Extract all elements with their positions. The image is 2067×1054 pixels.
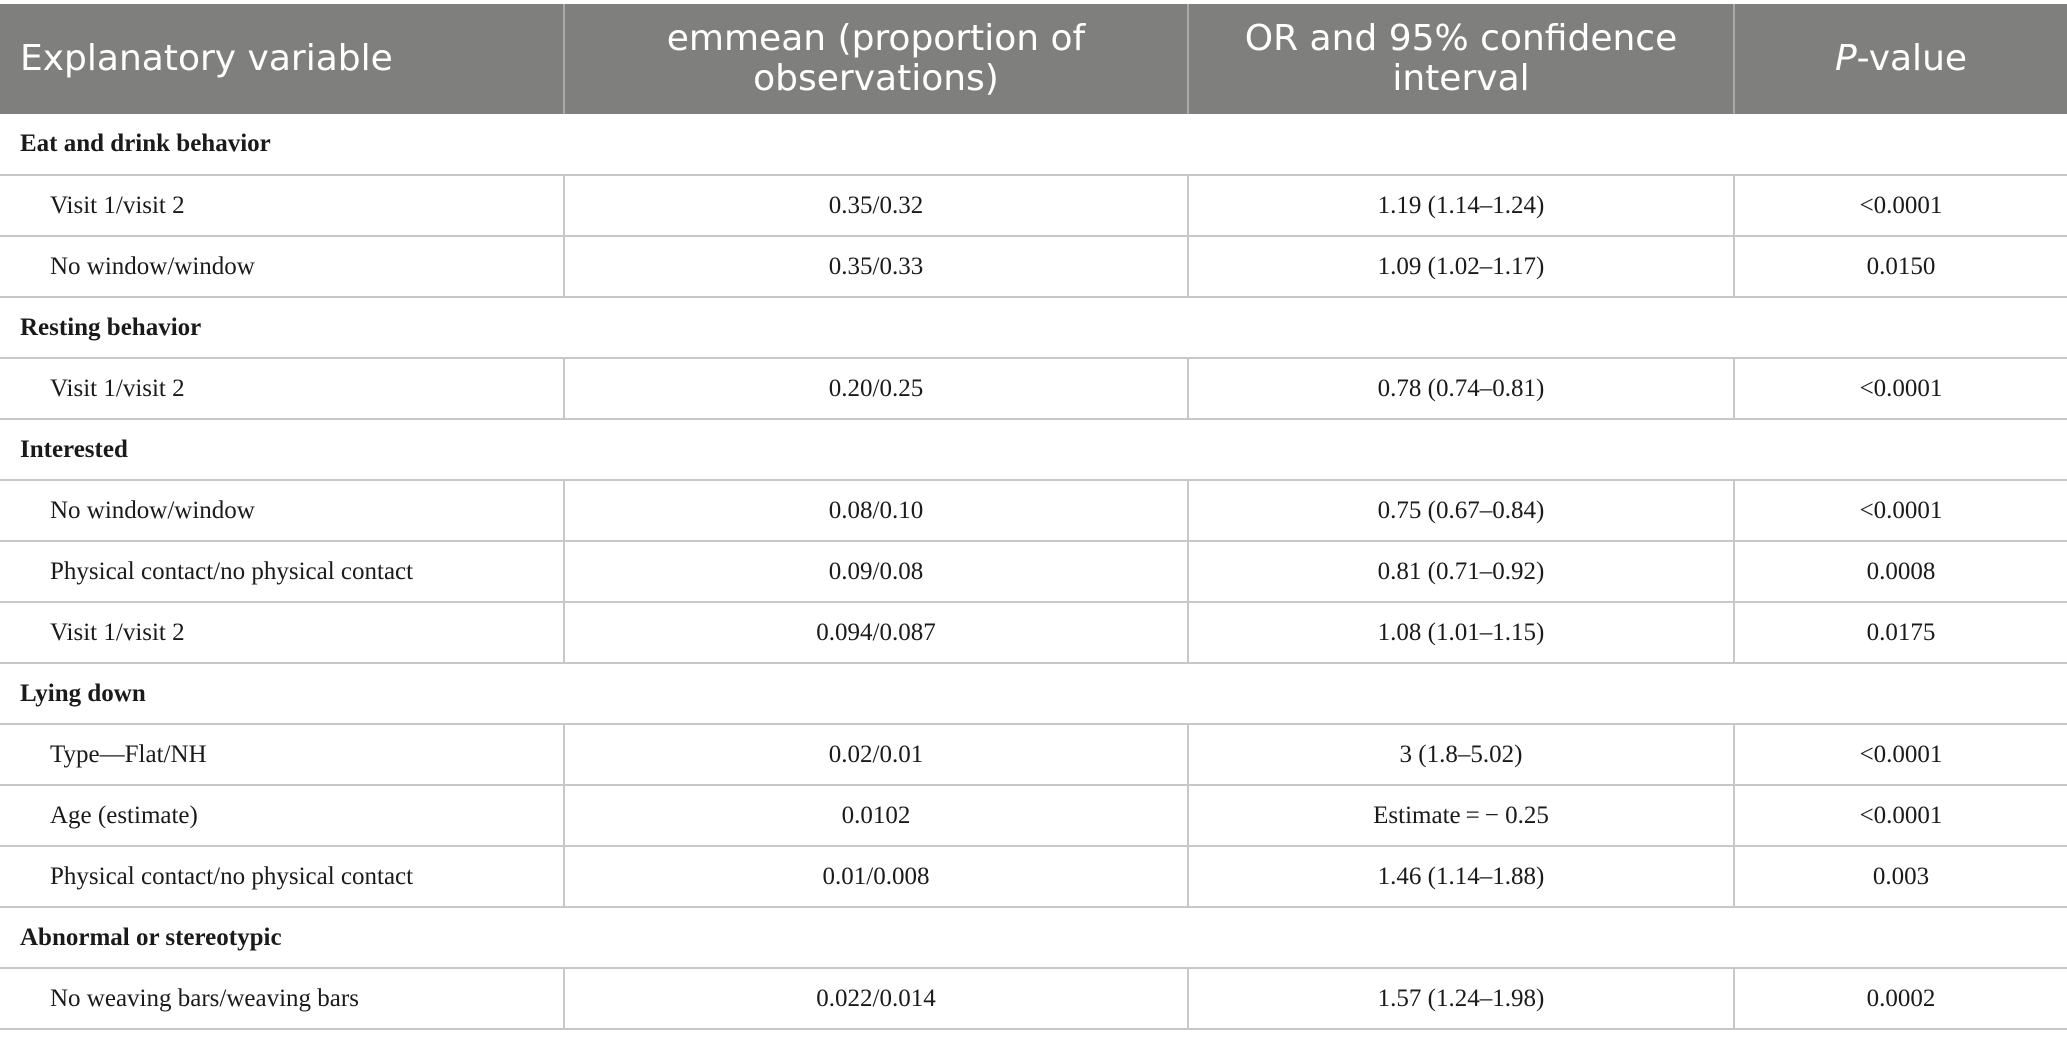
header-emmean: emmean (proportion of observations) <box>564 4 1189 114</box>
results-table-container: Explanatory variable emmean (proportion … <box>0 4 2067 1030</box>
table-row: No weaving bars/weaving bars 0.022/0.014… <box>0 968 2067 1030</box>
cell-emmean: 0.02/0.01 <box>564 724 1189 786</box>
cell-variable: No window/window <box>0 236 565 298</box>
cell-p-value: <0.0001 <box>1734 724 2067 786</box>
cell-emmean: 0.08/0.10 <box>564 480 1189 542</box>
cell-or-ci: 1.09 (1.02–1.17) <box>1188 236 1735 298</box>
table-row: Visit 1/visit 2 0.35/0.32 1.19 (1.14–1.2… <box>0 175 2067 237</box>
table-row: Type—Flat/NH 0.02/0.01 3 (1.8–5.02) <0.0… <box>0 724 2067 786</box>
cell-variable: Physical contact/no physical contact <box>0 541 565 603</box>
table-row: No window/window 0.35/0.33 1.09 (1.02–1.… <box>0 236 2067 298</box>
table-body: Eat and drink behavior Visit 1/visit 2 0… <box>0 114 2067 1030</box>
cell-or-ci: 0.78 (0.74–0.81) <box>1188 358 1735 420</box>
cell-or-ci: 1.46 (1.14–1.88) <box>1188 846 1735 908</box>
results-table: Explanatory variable emmean (proportion … <box>0 4 2067 1030</box>
cell-emmean: 0.35/0.33 <box>564 236 1189 298</box>
header-p-italic: P <box>1834 38 1857 79</box>
cell-variable: Visit 1/visit 2 <box>0 358 565 420</box>
cell-variable: Visit 1/visit 2 <box>0 602 565 664</box>
table-row: Age (estimate) 0.0102 Estimate = − 0.25 … <box>0 785 2067 847</box>
cell-p-value: <0.0001 <box>1734 175 2067 237</box>
group-row: Interested <box>0 419 2067 481</box>
cell-variable: Physical contact/no physical contact <box>0 846 565 908</box>
table-header: Explanatory variable emmean (proportion … <box>0 4 2067 114</box>
group-row: Abnormal or stereotypic <box>0 907 2067 969</box>
cell-emmean: 0.20/0.25 <box>564 358 1189 420</box>
cell-variable: No window/window <box>0 480 565 542</box>
group-title: Resting behavior <box>0 297 2067 359</box>
cell-variable: Age (estimate) <box>0 785 565 847</box>
cell-or-ci: 0.75 (0.67–0.84) <box>1188 480 1735 542</box>
group-title: Interested <box>0 419 2067 481</box>
header-or-ci: OR and 95% confidence interval <box>1188 4 1735 114</box>
cell-variable: Type—Flat/NH <box>0 724 565 786</box>
table-row: Visit 1/visit 2 0.20/0.25 0.78 (0.74–0.8… <box>0 358 2067 420</box>
cell-or-ci: Estimate = − 0.25 <box>1188 785 1735 847</box>
cell-p-value: 0.0150 <box>1734 236 2067 298</box>
cell-emmean: 0.0102 <box>564 785 1189 847</box>
table-row: Physical contact/no physical contact 0.0… <box>0 541 2067 603</box>
cell-or-ci: 0.81 (0.71–0.92) <box>1188 541 1735 603</box>
cell-p-value: 0.0008 <box>1734 541 2067 603</box>
cell-or-ci: 1.57 (1.24–1.98) <box>1188 968 1735 1030</box>
cell-emmean: 0.01/0.008 <box>564 846 1189 908</box>
table-row: Physical contact/no physical contact 0.0… <box>0 846 2067 908</box>
cell-emmean: 0.094/0.087 <box>564 602 1189 664</box>
table-row: Visit 1/visit 2 0.094/0.087 1.08 (1.01–1… <box>0 602 2067 664</box>
group-title: Abnormal or stereotypic <box>0 907 2067 969</box>
cell-p-value: <0.0001 <box>1734 358 2067 420</box>
cell-p-value: 0.003 <box>1734 846 2067 908</box>
group-title: Lying down <box>0 663 2067 725</box>
cell-emmean: 0.35/0.32 <box>564 175 1189 237</box>
header-p-rest: -value <box>1856 38 1968 79</box>
group-row: Lying down <box>0 663 2067 725</box>
cell-or-ci: 1.19 (1.14–1.24) <box>1188 175 1735 237</box>
header-row: Explanatory variable emmean (proportion … <box>0 4 2067 114</box>
header-explanatory-variable: Explanatory variable <box>0 4 565 114</box>
cell-variable: Visit 1/visit 2 <box>0 175 565 237</box>
cell-emmean: 0.09/0.08 <box>564 541 1189 603</box>
group-row: Resting behavior <box>0 297 2067 359</box>
cell-p-value: 0.0002 <box>1734 968 2067 1030</box>
cell-variable: No weaving bars/weaving bars <box>0 968 565 1030</box>
cell-emmean: 0.022/0.014 <box>564 968 1189 1030</box>
group-title: Eat and drink behavior <box>0 114 2067 176</box>
table-row: No window/window 0.08/0.10 0.75 (0.67–0.… <box>0 480 2067 542</box>
header-p-value: P-value <box>1734 4 2067 114</box>
group-row: Eat and drink behavior <box>0 114 2067 176</box>
cell-or-ci: 1.08 (1.01–1.15) <box>1188 602 1735 664</box>
cell-or-ci: 3 (1.8–5.02) <box>1188 724 1735 786</box>
cell-p-value: <0.0001 <box>1734 480 2067 542</box>
cell-p-value: <0.0001 <box>1734 785 2067 847</box>
cell-p-value: 0.0175 <box>1734 602 2067 664</box>
